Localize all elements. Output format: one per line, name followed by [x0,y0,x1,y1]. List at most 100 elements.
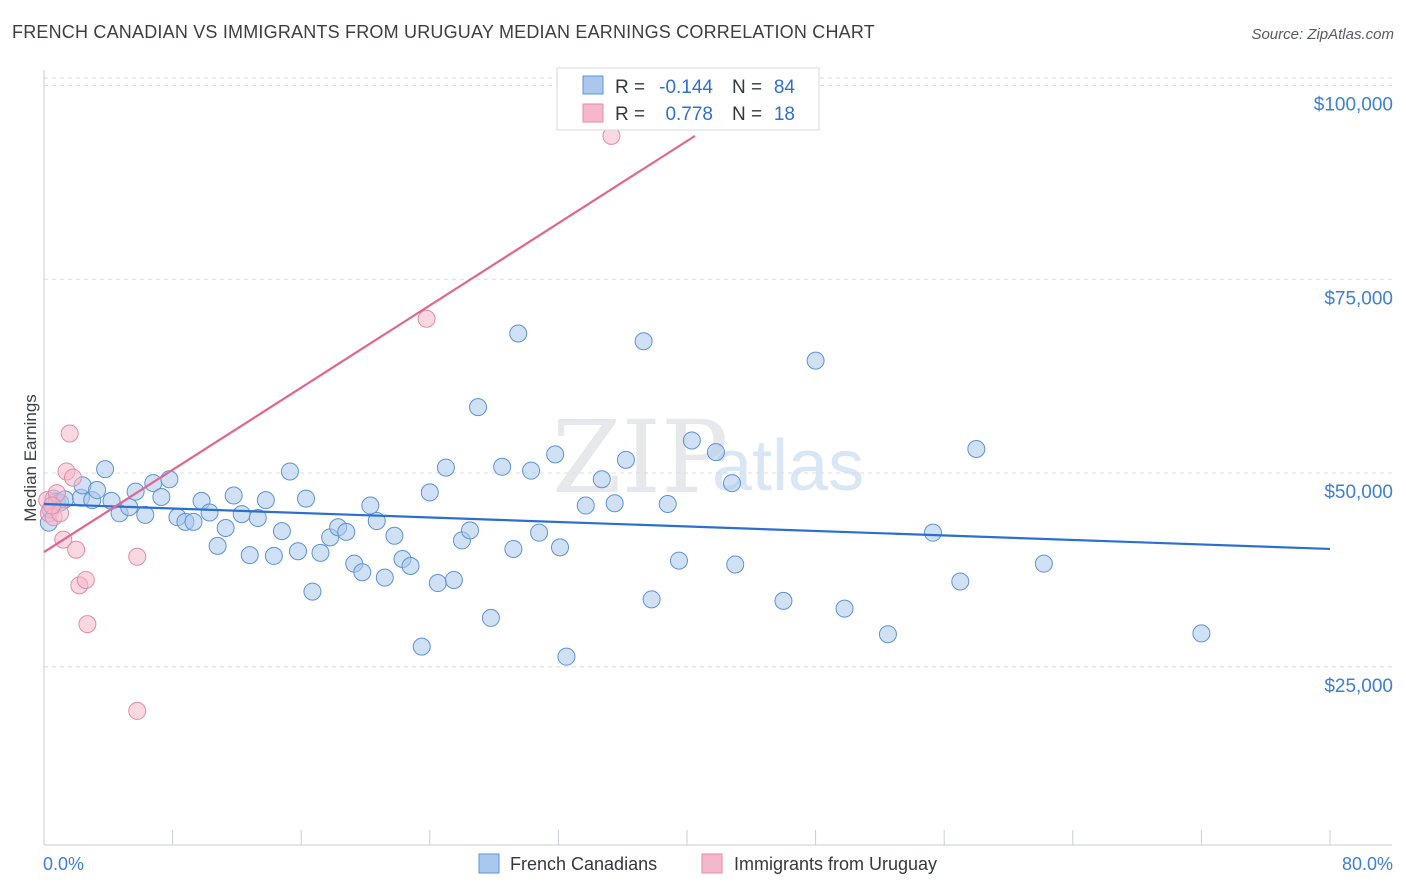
french-canadians-point-48 [401,557,420,575]
french-canadians-point-76 [723,474,742,493]
uruguay-point-7 [60,424,79,443]
french-canadians-point-74 [682,431,701,450]
watermark-atlas: atlas [712,426,864,506]
french-canadians-point-27 [232,505,251,524]
uruguay-point-15 [417,309,436,328]
french-canadians-point-30 [256,491,275,510]
french-canadians-point-9 [88,481,107,500]
french-canadians-point-67 [592,470,611,489]
french-canadians-point-55 [460,521,479,540]
french-canadians-point-46 [385,526,404,545]
legend-r-label-2: R = [615,104,645,125]
french-canadians-point-31 [264,546,283,565]
french-canadians-point-45 [375,568,394,587]
french-canadians-point-83 [951,572,970,591]
french-canadians-point-60 [509,324,528,343]
uruguay-point-13 [128,547,147,566]
french-canadians-point-50 [420,483,439,502]
uruguay-point-8 [63,468,82,487]
french-canadians-point-80 [835,599,854,618]
legend-n-value-2: 18 [774,104,795,125]
bottom-legend: French Canadians Immigrants from Uruguay [478,853,937,874]
french-canadians-point-82 [923,523,942,542]
french-canadians-point-62 [530,523,549,542]
french-canadians-point-75 [706,443,725,462]
legend-swatch-blue [582,75,604,95]
french-canadians-point-66 [576,496,595,515]
legend-r-label-1: R = [615,77,645,98]
french-canadians-point-86 [1192,624,1211,643]
french-canadians-point-84 [967,439,986,458]
french-canadians-point-56 [469,398,488,417]
french-canadians-point-73 [669,551,688,570]
x-tick-marks [43,830,1331,845]
french-canadians-point-42 [353,563,372,582]
chart-title: FRENCH CANADIAN VS IMMIGRANTS FROM URUGU… [12,22,875,42]
french-canadians-point-32 [272,522,291,541]
french-canadians-point-25 [216,519,235,538]
french-canadians-point-29 [248,508,267,527]
french-canadians-point-52 [436,458,455,477]
bottom-legend-label-blue: French Canadians [510,854,657,874]
legend-n-label-2: N = [732,104,762,125]
y-tick-label-50000: $50,000 [1324,482,1393,503]
french-canadians-point-51 [428,574,447,593]
gridlines [44,77,1392,668]
french-canadians-point-35 [297,489,316,508]
bottom-legend-swatch-blue [478,853,500,874]
french-canadians-point-63 [546,445,565,464]
french-canadians-point-79 [806,351,825,370]
french-canadians-point-36 [303,582,322,601]
uruguay-point-9 [67,540,86,559]
chart-source: Source: ZipAtlas.com [1251,26,1394,43]
french-canadians-point-40 [337,522,356,541]
trend-line-french-canadians [43,502,1331,551]
legend-n-value-1: 84 [774,77,796,98]
trend-line-immigrants-uruguay [43,134,696,553]
french-canadians-point-71 [642,590,661,609]
y-tick-labels: $25,000 $50,000 $75,000 $100,000 [1314,95,1393,697]
french-canadians-point-64 [551,538,570,557]
french-canadians-point-53 [444,570,463,589]
bottom-legend-label-pink: Immigrants from Uruguay [734,854,937,874]
legend-swatch-pink [582,103,604,123]
french-canadians-point-15 [136,505,155,524]
french-canadians-point-59 [504,539,523,558]
french-canadians-point-10 [96,460,115,479]
french-canadians-point-24 [208,536,227,555]
uruguay-point-14 [128,701,147,720]
y-tick-label-75000: $75,000 [1324,288,1393,309]
french-canadians-point-78 [774,591,793,610]
french-canadians-point-85 [1034,554,1053,573]
french-canadians-point-70 [634,332,653,351]
french-canadians-point-18 [160,470,179,489]
legend-box: R = -0.144 N = 84 R = 0.778 N = 18 [556,67,820,131]
french-canadians-point-28 [240,546,259,565]
french-canadians-point-68 [605,494,624,513]
french-canadians-point-81 [878,625,897,644]
watermark-zip: ZIP [552,399,728,516]
x-tick-label-min: 0.0% [43,854,84,874]
bottom-legend-swatch-pink [701,853,723,874]
legend-r-value-1: -0.144 [659,77,713,98]
french-canadians-point-77 [726,555,745,574]
legend-r-value-2: 0.778 [665,104,713,125]
french-canadians-point-37 [311,543,330,562]
french-canadians-point-65 [557,647,576,666]
series-immigrants-uruguay [38,126,621,720]
uruguay-point-12 [78,615,97,634]
french-canadians-point-34 [288,542,307,561]
french-canadians-point-61 [522,461,541,480]
french-canadians-point-23 [200,503,219,522]
french-canadians-point-33 [280,462,299,481]
legend-n-label-1: N = [732,77,762,98]
french-canadians-point-21 [184,512,203,531]
y-tick-label-100000: $100,000 [1314,95,1393,116]
y-axis-label: Median Earnings [21,394,40,522]
french-canadians-point-43 [361,496,380,515]
series-french-canadians [39,324,1211,666]
uruguay-point-11 [76,570,95,589]
french-canadians-point-17 [152,488,171,507]
french-canadians-point-69 [616,450,635,469]
french-canadians-point-26 [224,486,243,505]
